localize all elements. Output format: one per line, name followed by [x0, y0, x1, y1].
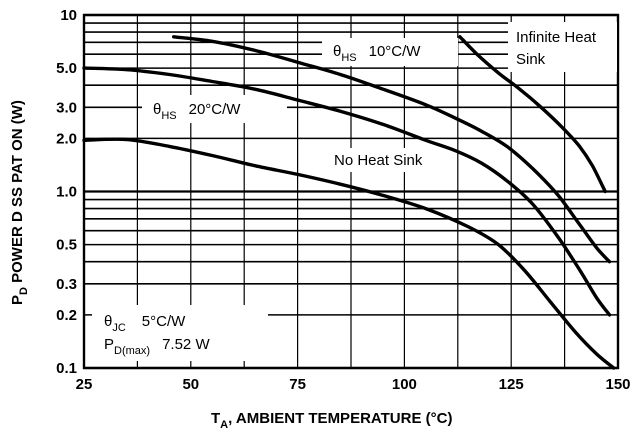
x-tick-label: 25 [76, 376, 93, 393]
y-tick-label: 0.1 [56, 360, 77, 377]
pd-subscript: D(max) [114, 345, 150, 357]
x-tick-label: 50 [182, 376, 199, 393]
y-tick-label: 1.0 [56, 184, 77, 201]
curves [82, 35, 616, 370]
plot-frame [82, 13, 620, 370]
y-tick-label: 2.0 [56, 130, 77, 147]
hs10-value: 10°C/W [369, 43, 422, 60]
label-mask [92, 305, 268, 361]
hs20-theta: θ [153, 101, 161, 118]
x-title-sub: A [220, 419, 228, 431]
curve-hs20 [82, 66, 612, 317]
label-mask [508, 22, 617, 72]
curve-nohs [82, 137, 616, 370]
theta-jc-label: θJC 5°C/W [104, 313, 186, 334]
hs10-subscript: HS [341, 52, 356, 64]
label-mask [322, 38, 458, 66]
hs20-subscript: HS [161, 110, 176, 122]
grid [82, 13, 620, 370]
jc-value: 5°C/W [142, 313, 186, 330]
y-axis-title: PD POWER D SS PAT ON (W) [9, 100, 30, 305]
pd-value: 7.52 W [162, 336, 210, 353]
label-mask [142, 95, 287, 123]
hs10-theta: θ [333, 43, 341, 60]
x-tick-label: 125 [499, 376, 524, 393]
curve-infinite [458, 35, 607, 194]
y-tick-label: 5.0 [56, 60, 77, 77]
x-title-main: T [211, 410, 220, 427]
label-mask [322, 148, 450, 172]
y-tick-label: 10 [60, 7, 77, 24]
no-heat-sink-label: No Heat Sink [334, 152, 423, 169]
curve-hs10 [172, 35, 612, 264]
label-masks [92, 22, 617, 361]
infinite-heat-sink-label-line2: Sink [516, 51, 546, 68]
x-axis-title: TA, AMBIENT TEMPERATURE (°C) [211, 410, 452, 431]
x-tick-label: 100 [392, 376, 417, 393]
tick-labels: 25 50 75 100 125 150 0.1 0.2 0.3 0.5 1.0 2.0 3.0 5.0 1… [56, 7, 630, 393]
x-tick-label: 75 [289, 376, 306, 393]
y-title-main: P [9, 295, 26, 305]
y-title-sub: D [18, 287, 30, 295]
jc-subscript: JC [112, 322, 126, 334]
infinite-heat-sink-label-line1: Infinite Heat [516, 29, 597, 46]
hs10-label: θHS 10°C/W [333, 43, 421, 64]
y-tick-label: 3.0 [56, 99, 77, 116]
y-title-rest: POWER D SS PAT ON (W) [9, 100, 26, 287]
y-tick-label: 0.5 [56, 237, 77, 254]
y-tick-label: 0.2 [56, 307, 77, 324]
pd-main: P [104, 336, 114, 353]
x-tick-label: 150 [605, 376, 630, 393]
jc-theta: θ [104, 313, 112, 330]
x-title-rest: , AMBIENT TEMPERATURE (°C) [228, 410, 452, 427]
y-tick-label: 0.3 [56, 276, 77, 293]
hs20-label: θHS 20°C/W [153, 101, 241, 122]
hs20-value: 20°C/W [189, 101, 242, 118]
pd-max-label: PD(max) 7.52 W [104, 336, 210, 357]
